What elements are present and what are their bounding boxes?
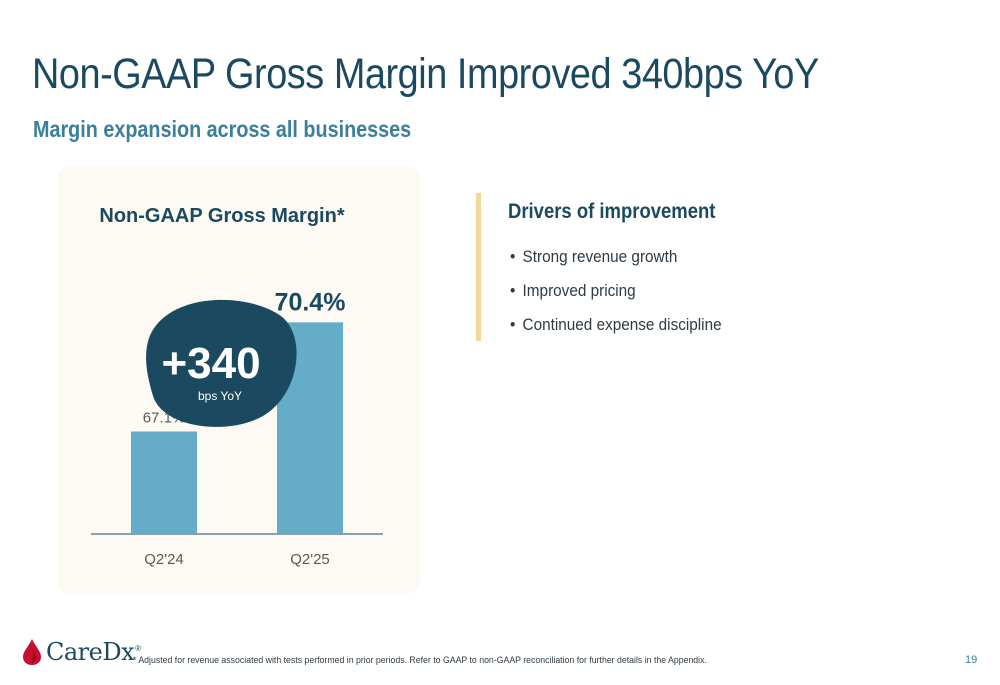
bar-1 xyxy=(131,431,197,534)
driver-item-text: Improved pricing xyxy=(522,281,636,300)
chart-card: Non-GAAP Gross Margin* 67.1% Q2'24 70.4% Q2… xyxy=(57,166,420,594)
driver-item-text: Strong revenue growth xyxy=(522,247,678,266)
bullet-icon: • xyxy=(510,281,516,300)
drivers-list: • Strong revenue growth • Improved pricing… xyxy=(510,245,745,347)
callout-label: bps YoY xyxy=(198,389,242,403)
driver-item: • Improved pricing xyxy=(510,279,722,313)
bullet-icon: • xyxy=(510,315,516,334)
driver-item: • Continued expense discipline xyxy=(510,313,722,347)
slide-title: Non-GAAP Gross Margin Improved 340bps Yo… xyxy=(32,50,819,98)
logo-trademark: ® xyxy=(135,644,142,653)
footnote: * Adjusted for revenue associated with t… xyxy=(133,655,707,666)
x-tick-label: Q2'25 xyxy=(290,551,330,568)
chart-title: Non-GAAP Gross Margin* xyxy=(99,205,344,227)
x-tick-label: Q2'24 xyxy=(144,551,184,568)
bar-value-label: 70.4% xyxy=(275,288,346,316)
callout-badge: +340 bps YoY xyxy=(146,299,297,427)
driver-item: • Strong revenue growth xyxy=(510,245,722,279)
logo-wordmark: CareDx xyxy=(46,638,135,666)
gross-margin-chart: Non-GAAP Gross Margin* 67.1%Q2'2470.4%Q2… xyxy=(91,205,383,568)
drivers-accent-rule xyxy=(476,193,481,341)
page-number: 19 xyxy=(965,654,978,666)
caredx-logo: CareDx ® xyxy=(22,638,141,666)
callout-value: +340 xyxy=(161,339,260,388)
driver-item-text: Continued expense discipline xyxy=(522,315,722,334)
callout-blob xyxy=(146,299,297,427)
slide-subtitle: Margin expansion across all businesses xyxy=(33,116,412,142)
drivers-heading: Drivers of improvement xyxy=(508,200,716,223)
drop-icon xyxy=(23,639,41,665)
bullet-icon: • xyxy=(510,247,516,266)
